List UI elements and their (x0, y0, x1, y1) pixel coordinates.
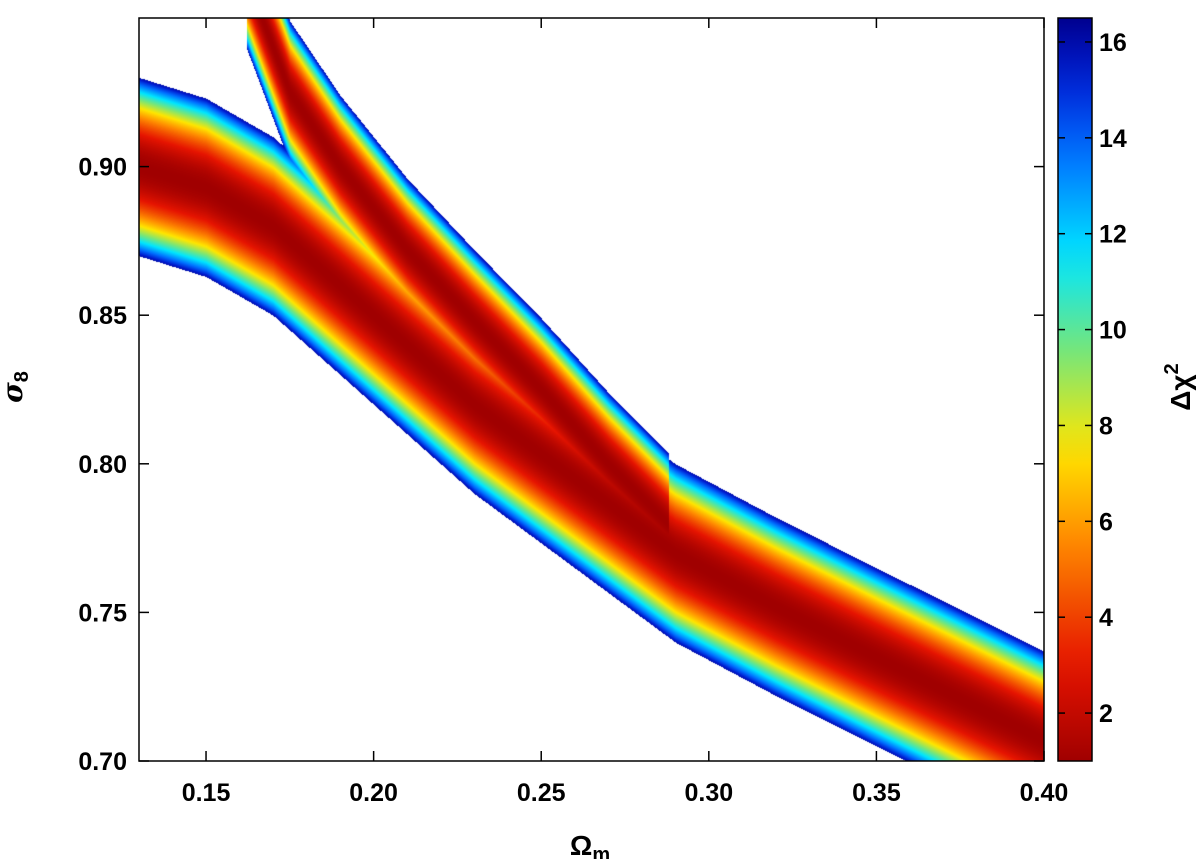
heatmap-image-container (139, 18, 1044, 761)
plot-frame (138, 17, 1045, 762)
y-axis-title: σ8 (0, 371, 33, 403)
colorbar-title-main: Δχ (1165, 374, 1196, 410)
x-axis-title-sub: m (592, 844, 610, 859)
heatmap-plot-area (138, 17, 1045, 762)
colorbar-title: Δχ2 (1161, 363, 1196, 410)
colorbar-tick-label: 12 (1099, 221, 1127, 249)
x-tick-label: 0.25 (517, 779, 566, 807)
x-tick-label: 0.35 (852, 779, 901, 807)
colorbar-bar (1058, 18, 1092, 761)
colorbar-tick-label: 10 (1099, 317, 1127, 345)
heatmap-canvas (139, 18, 1044, 761)
y-axis-title-main: σ (0, 382, 29, 403)
colorbar-tick-label: 8 (1099, 412, 1113, 440)
x-axis: 0.15 0.20 0.25 0.30 0.35 0.40 (182, 18, 1069, 807)
x-axis-title-main: Ω (570, 830, 592, 859)
y-tick-label: 0.70 (78, 748, 127, 776)
colorbar-ticks: 2 4 6 8 10 12 14 16 (1058, 29, 1127, 728)
y-tick-label: 0.75 (78, 599, 127, 627)
colorbar-tick-label: 2 (1099, 700, 1113, 728)
x-tick-label: 0.30 (684, 779, 733, 807)
colorbar-tick-label: 6 (1099, 508, 1113, 536)
colorbar-tick-label: 16 (1099, 29, 1127, 57)
y-tick-label: 0.80 (78, 451, 127, 479)
y-axis-title-sub: 8 (11, 371, 33, 382)
x-tick-label: 0.15 (182, 779, 231, 807)
colorbar-title-sup: 2 (1161, 363, 1183, 374)
y-tick-label: 0.85 (78, 302, 127, 330)
colorbar-frame (1057, 17, 1093, 762)
x-tick-label: 0.20 (349, 779, 398, 807)
colorbar-tick-label: 4 (1099, 604, 1113, 632)
x-tick-label: 0.40 (1020, 779, 1069, 807)
y-tick-label: 0.90 (78, 154, 127, 182)
x-axis-title: Ωm (570, 830, 610, 859)
colorbar-tick-label: 14 (1099, 125, 1127, 153)
y-axis: 0.70 0.75 0.80 0.85 0.90 (78, 154, 1044, 776)
